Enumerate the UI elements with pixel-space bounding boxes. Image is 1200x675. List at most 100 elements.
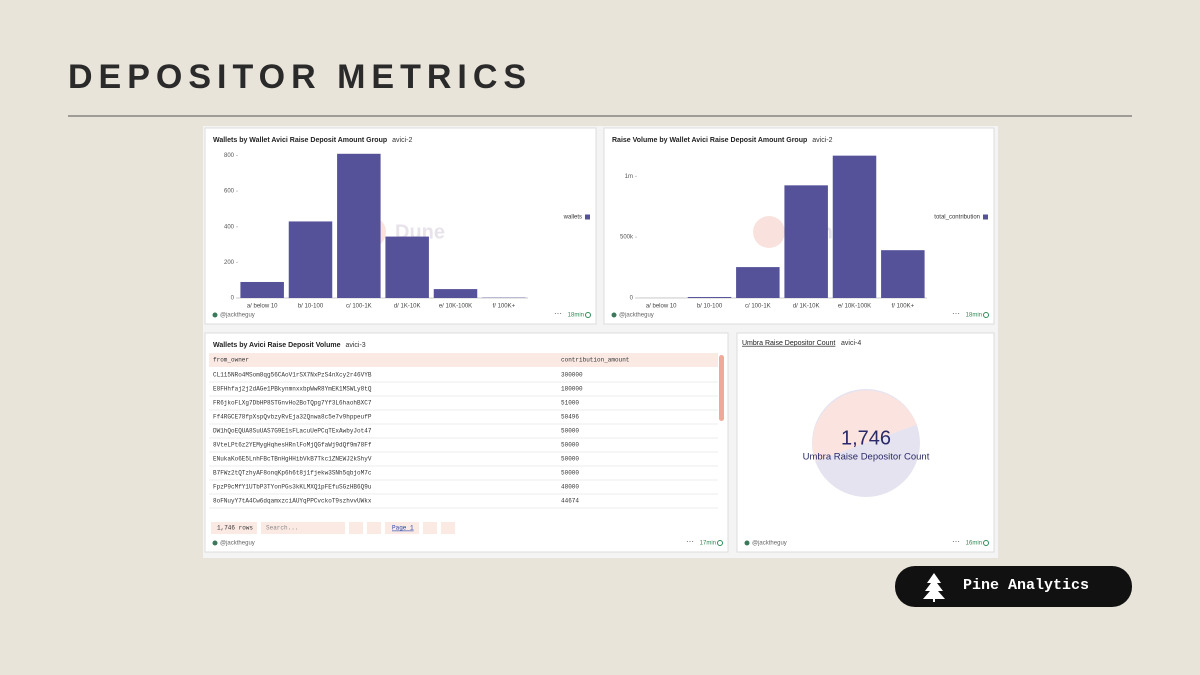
table-cell: Ff4RGCE78fpXspQvbzyRvEja32Qnwa8c5e7v9hpp…: [213, 414, 372, 421]
widget-tag: avici-2: [392, 137, 412, 144]
y-tick-label: 500k: [620, 235, 634, 241]
table-cell: 50000: [561, 470, 579, 477]
table-cell: B7FWz2tQTzhyAF8onqKp6h6t8j1fjekw3SNh5qbj…: [213, 470, 372, 477]
legend-swatch: [983, 214, 988, 220]
x-tick-label: a/ below 10: [646, 304, 677, 310]
table-cell: 51000: [561, 400, 579, 407]
table-cell: 180000: [561, 386, 583, 393]
counter-value: 1,746: [841, 427, 891, 449]
more-menu[interactable]: ⋯: [686, 537, 694, 546]
widget-title: Umbra Raise Depositor Count: [742, 340, 835, 347]
author-icon: [611, 312, 617, 318]
brand-icon: [923, 573, 945, 602]
y-tick-label: 600: [224, 189, 235, 195]
refresh-age: 18min: [568, 313, 584, 319]
watermark-logo: [753, 216, 785, 248]
y-tick-label: 400: [224, 224, 235, 230]
refresh-icon: [717, 540, 723, 546]
refresh-icon: [983, 540, 989, 546]
bar: [433, 289, 478, 298]
author: @jacktheguy: [752, 541, 787, 547]
x-tick-label: d/ 1K-10K: [394, 304, 421, 310]
author-icon: [212, 312, 218, 318]
table-cell: 50000: [561, 456, 579, 463]
column-header: from_owner: [213, 357, 249, 364]
y-tick-label: 0: [231, 296, 235, 302]
more-menu[interactable]: ⋯: [952, 537, 960, 546]
table-cell: 8VteLPt6z2YEMygHqhesHRnlFoMjQGfaWj9dQf9m…: [213, 442, 372, 449]
author: @jacktheguy: [220, 541, 255, 547]
widget-tag: avici-2: [812, 137, 832, 144]
author-icon: [744, 540, 750, 546]
table-fade: [209, 509, 718, 519]
x-tick-label: b/ 10-100: [298, 304, 324, 310]
table-cell: 8oFNuyY7tA4Cw6dqamxzciAUYqPPCvckoT9szhvv…: [213, 498, 372, 505]
page-box[interactable]: [385, 522, 419, 534]
table-cell: ENukaKo6E5LnhFBcTBnHgHHibVkB7Tkc1ZNEWJ2k…: [213, 456, 372, 463]
bar: [784, 185, 828, 298]
refresh-age: 18min: [966, 313, 982, 319]
table-cell: FR6jkoFLXg7DbHP8STGnvHo2BoTQpg7Yf3L6haoh…: [213, 400, 372, 407]
row-count: 1,746 rows: [217, 525, 253, 532]
y-tick-label: 800: [224, 153, 235, 159]
more-menu[interactable]: ⋯: [952, 309, 960, 318]
bar: [687, 297, 732, 298]
y-tick-label: 1m: [625, 174, 633, 180]
bar: [240, 281, 284, 298]
widget-tag: avici-4: [841, 340, 861, 347]
table-cell: 300000: [561, 372, 583, 379]
widget-title: Raise Volume by Wallet Avici Raise Depos…: [612, 137, 807, 144]
pager-button[interactable]: [423, 522, 437, 534]
widget-title: Wallets by Avici Raise Deposit Volume: [213, 342, 341, 349]
table-cell: FpzP9cMfY1UTbP3TYonPGs3kKLMXQ1pFEfuSGzHB…: [213, 484, 372, 491]
refresh-icon: [585, 312, 591, 318]
x-tick-label: f/ 100K+: [892, 304, 915, 310]
brand-pill: [895, 566, 1132, 607]
bar: [385, 236, 429, 298]
bar: [337, 153, 381, 298]
search-box[interactable]: [261, 522, 345, 534]
table-cell: 44674: [561, 498, 579, 505]
table-cell: 50000: [561, 442, 579, 449]
widget-title: Wallets by Wallet Avici Raise Deposit Am…: [213, 137, 387, 144]
x-tick-label: c/ 100-1K: [346, 304, 372, 310]
pager-button[interactable]: [441, 522, 455, 534]
search-placeholder: Search...: [266, 525, 298, 532]
table-cell: CL115NRo4MSom8qg56CAoV1rSX7NxPzS4nXcy2r4…: [213, 372, 372, 379]
x-tick-label: d/ 1K-10K: [793, 304, 820, 310]
pager-button[interactable]: [349, 522, 363, 534]
bar: [288, 221, 333, 298]
x-tick-label: c/ 100-1K: [745, 304, 771, 310]
legend-swatch: [585, 214, 590, 220]
refresh-age: 17min: [700, 541, 716, 547]
row-count-bg: [211, 522, 257, 534]
page-title: DEPOSITOR METRICS: [68, 58, 532, 96]
x-tick-label: e/ 10K-100K: [838, 304, 871, 310]
author-icon: [212, 540, 218, 546]
y-tick-label: 200: [224, 260, 235, 266]
table-cell: 50000: [561, 428, 579, 435]
refresh-age: 16min: [966, 541, 982, 547]
legend-label: total_contribution: [934, 215, 980, 221]
widget-tag: avici-3: [345, 342, 365, 349]
brand-name: Pine Analytics: [963, 577, 1089, 594]
counter-label: Umbra Raise Depositor Count: [803, 452, 930, 463]
author: @jacktheguy: [619, 313, 654, 319]
more-menu[interactable]: ⋯: [554, 309, 562, 318]
pager-button[interactable]: [367, 522, 381, 534]
x-tick-label: f/ 100K+: [493, 304, 516, 310]
refresh-icon: [983, 312, 989, 318]
bar: [736, 267, 780, 298]
x-tick-label: b/ 10-100: [697, 304, 723, 310]
author: @jacktheguy: [220, 313, 255, 319]
table-cell: E8FHhfaj2j2dAGe1PBkynmnxxbpWwR8YmEK1MSWL…: [213, 386, 372, 393]
table-cell: 50496: [561, 414, 579, 421]
legend-label: wallets: [563, 215, 582, 221]
x-tick-label: a/ below 10: [247, 304, 278, 310]
table-cell: DW1hQoEQUA8SuUAS7G9E1sFLacuUePCqTExAwbyJ…: [213, 428, 372, 435]
x-tick-label: e/ 10K-100K: [439, 304, 472, 310]
counter-bg-half: [812, 390, 917, 462]
page-label: Page 1: [392, 525, 414, 532]
